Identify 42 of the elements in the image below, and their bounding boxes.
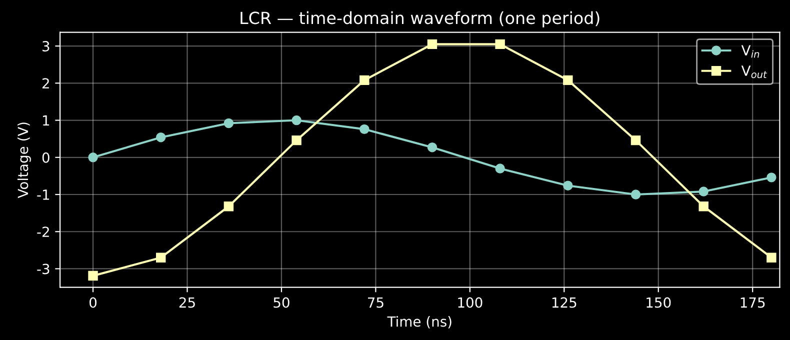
y-axis-title: Voltage (V) <box>17 122 31 198</box>
point <box>88 152 98 162</box>
point <box>427 39 438 50</box>
y-tick-label: 1 <box>43 115 50 126</box>
x-tick-label: 125 <box>552 297 576 308</box>
y-tick-label: 3 <box>42 41 50 52</box>
x-axis-title: Time (ns) <box>387 316 452 328</box>
point <box>427 142 438 152</box>
point <box>88 270 98 281</box>
x-tick-label: 100 <box>458 297 482 308</box>
x-tick-label: 25 <box>179 297 195 308</box>
x-tick-label: 50 <box>274 297 290 308</box>
y-tick-label: 2 <box>42 78 49 88</box>
point <box>495 39 505 50</box>
legend-label: V$_{out}$ <box>741 66 768 78</box>
point <box>766 172 776 182</box>
y-tick-label: -3 <box>37 264 50 274</box>
x-tick-label: 75 <box>368 297 384 308</box>
point <box>360 124 370 134</box>
point <box>224 118 234 128</box>
point <box>360 75 370 86</box>
point <box>630 190 641 200</box>
x-tick-label: 175 <box>740 297 765 308</box>
point <box>563 75 573 86</box>
point <box>292 135 302 146</box>
x-tick-label: 0 <box>90 297 97 308</box>
point <box>698 186 708 196</box>
y-tick-label: -2 <box>37 226 49 237</box>
y-tick-label: -1 <box>37 190 50 200</box>
y-tick-label: 0 <box>42 152 50 163</box>
point <box>156 132 166 142</box>
chart-title: LCR — time-domain waveform (one period) <box>240 11 600 28</box>
x-tick-label: 150 <box>646 297 671 308</box>
point <box>495 164 505 174</box>
legend-label: V$_{in}$ <box>741 45 760 58</box>
point <box>698 202 708 212</box>
point <box>630 135 641 146</box>
point <box>292 115 302 126</box>
point <box>156 252 166 262</box>
point <box>766 252 776 262</box>
point <box>563 180 573 190</box>
point <box>224 202 234 212</box>
